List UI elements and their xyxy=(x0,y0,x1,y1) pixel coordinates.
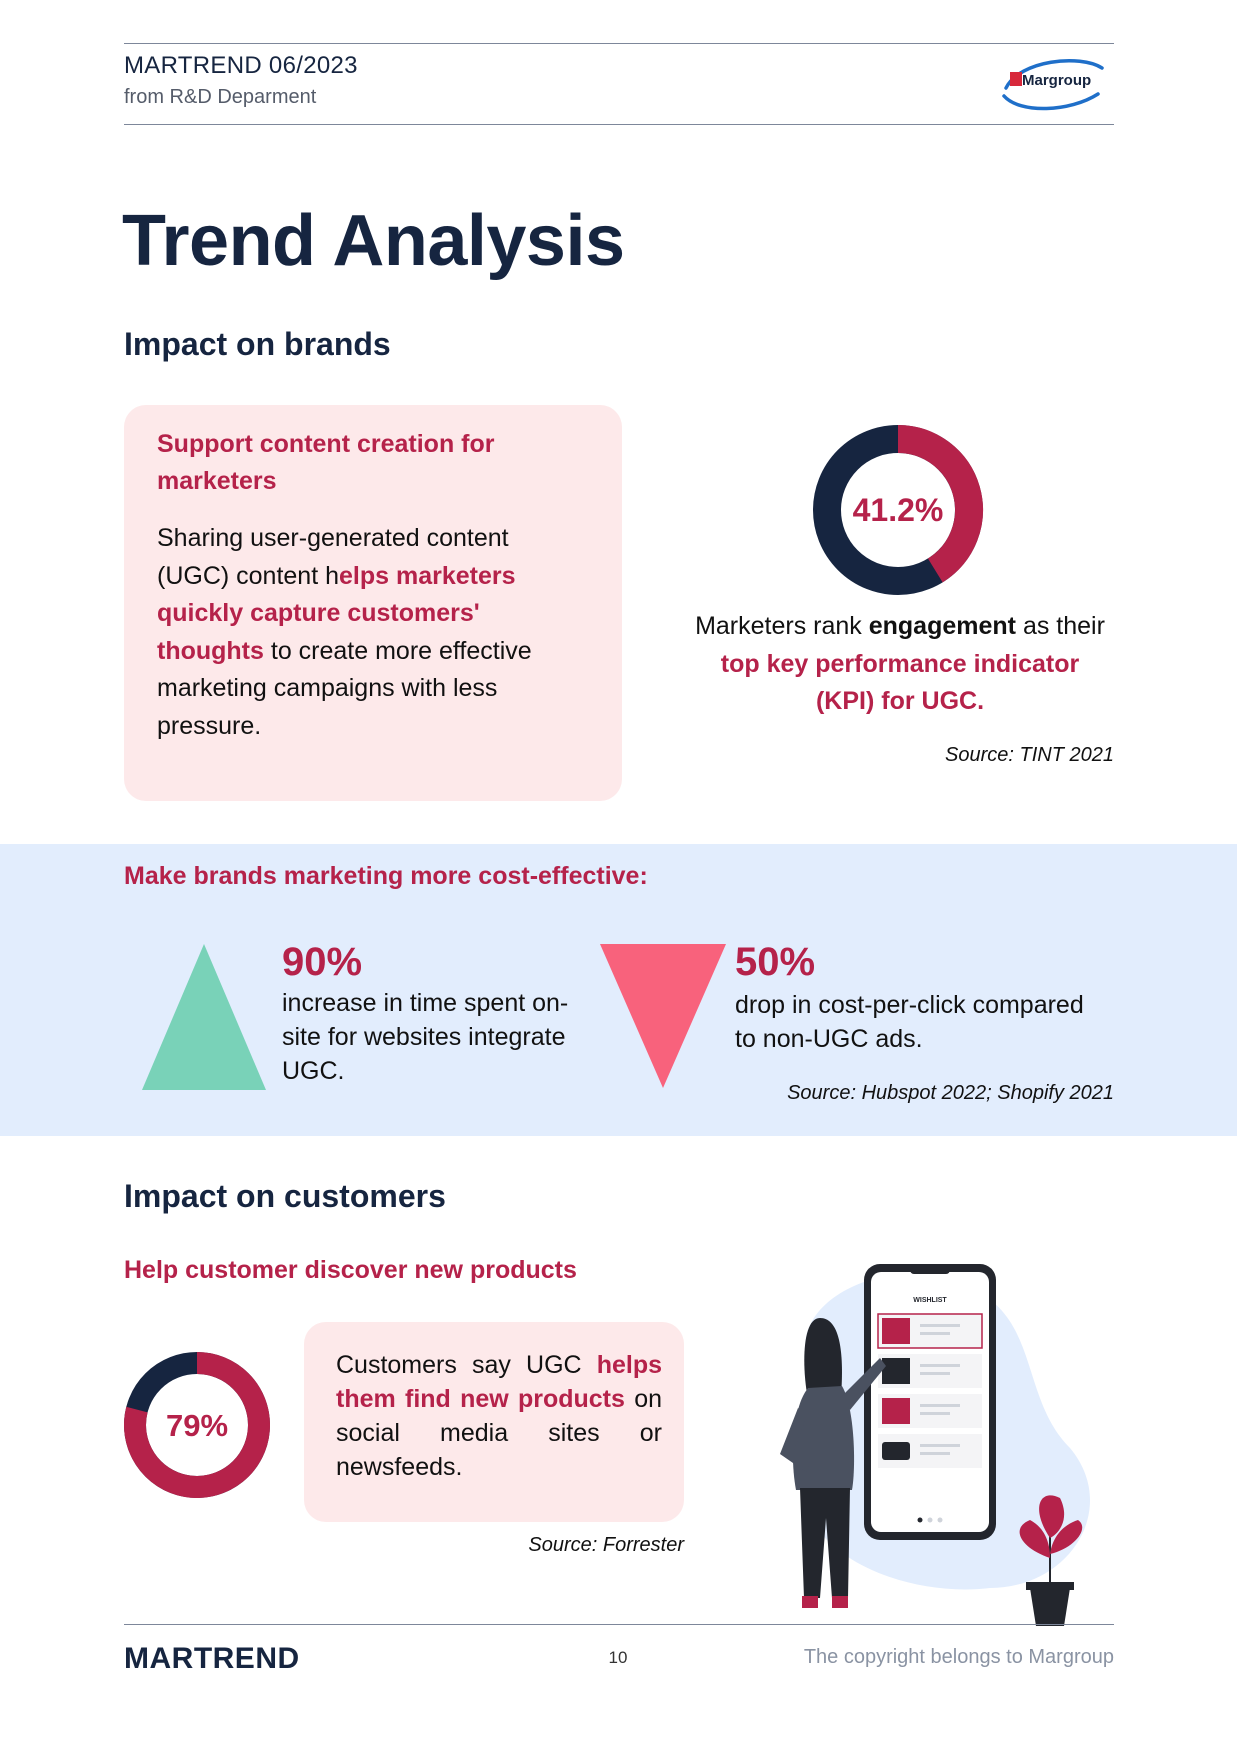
footer-rule xyxy=(124,1624,1114,1625)
discover-donut-arc xyxy=(124,1352,270,1498)
discover-source: Source: Forrester xyxy=(528,1534,684,1556)
woman-trousers xyxy=(800,1488,850,1598)
page-title: Trend Analysis xyxy=(122,201,625,281)
decrease-triangle-icon xyxy=(600,944,726,1088)
report-title: MARTREND 06/2023 xyxy=(124,52,358,79)
report-subtitle: from R&D Deparment xyxy=(124,86,317,108)
discover-products-heading: Help customer discover new products xyxy=(124,1256,577,1284)
kpi-donut-arc xyxy=(897,425,983,583)
discover-donut-chart: 79% xyxy=(124,1352,270,1498)
discover-text: Customers say UGC helps them find new pr… xyxy=(336,1351,662,1481)
cost-per-click-text: drop in cost-per-click compared to non-U… xyxy=(735,991,1084,1053)
copyright-notice: The copyright belongs to Margroup xyxy=(803,1646,1114,1668)
kpi-description: Marketers rank engagement as their top k… xyxy=(695,612,1105,715)
margroup-logo: Margroup xyxy=(1002,59,1104,111)
plant-pot-icon xyxy=(1030,1588,1070,1626)
phone-wishlist-header: WISHLIST xyxy=(913,1297,947,1304)
customers-heading: Impact on customers xyxy=(124,1178,446,1214)
page-number: 10 xyxy=(608,1648,628,1667)
logo-wordmark: Margroup xyxy=(1022,72,1091,89)
cost-effective-heading: Make brands marketing more cost-effectiv… xyxy=(124,862,648,890)
brands-heading: Impact on brands xyxy=(124,326,391,362)
content-creation-heading: Support content creation for marketers xyxy=(157,430,495,495)
increase-triangle-icon xyxy=(142,944,266,1090)
content-creation-text: Sharing user-generated content (UGC) con… xyxy=(157,524,532,740)
kpi-source: Source: TINT 2021 xyxy=(945,744,1114,766)
discover-donut-label: 79% xyxy=(166,1408,228,1443)
kpi-donut-label: 41.2% xyxy=(853,492,944,528)
header-bottom-rule xyxy=(124,124,1114,125)
footer-brand: MARTREND xyxy=(124,1642,300,1675)
kpi-donut-chart: 41.2% xyxy=(813,425,983,595)
cost-source: Source: Hubspot 2022; Shopify 2021 xyxy=(787,1082,1114,1104)
cost-per-click-value: 50% xyxy=(735,940,816,984)
time-on-site-text: increase in time spent on-site for websi… xyxy=(282,989,569,1085)
plant-leaf-icon xyxy=(1039,1495,1065,1538)
woman-hair xyxy=(804,1318,842,1408)
discover-card xyxy=(304,1322,684,1522)
header-top-rule xyxy=(124,43,1114,44)
content-creation-card xyxy=(124,405,622,801)
woman-phone-wishlist-illustration: WISHLIST xyxy=(780,1264,1091,1626)
time-on-site-value: 90% xyxy=(282,940,363,984)
